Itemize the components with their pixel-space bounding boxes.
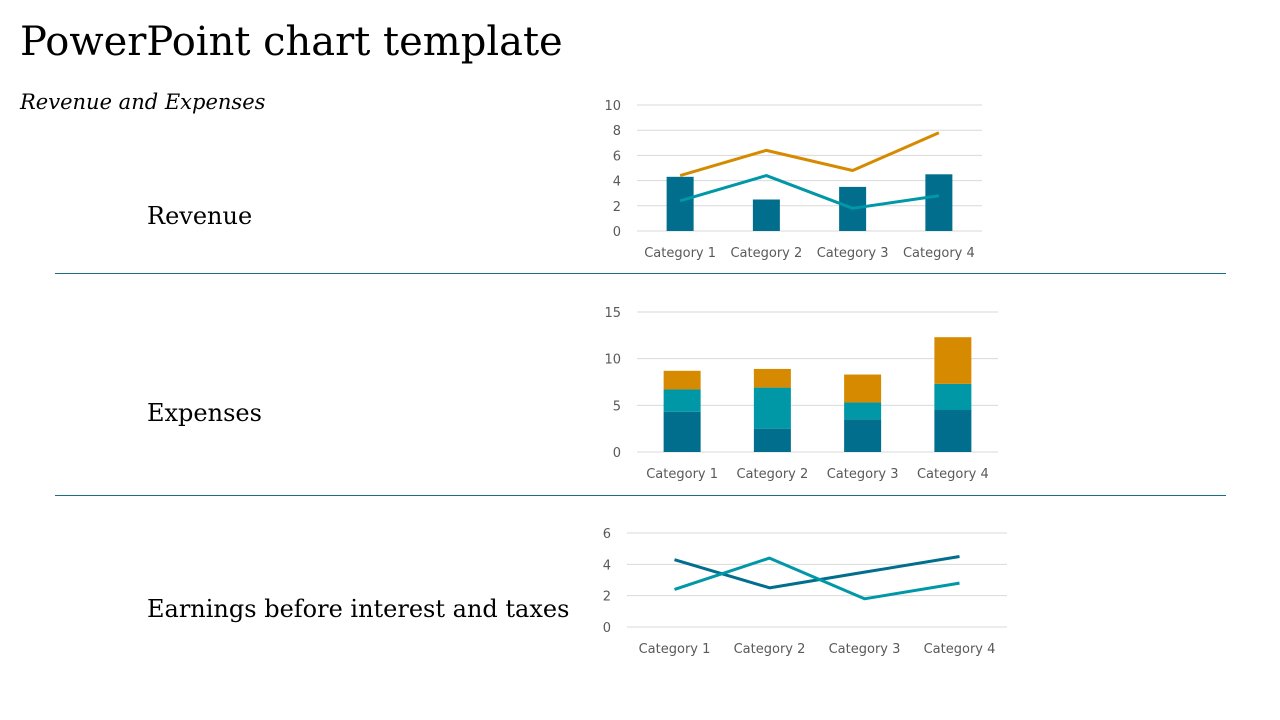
bar	[666, 176, 694, 231]
series-line	[679, 174, 940, 210]
slide-title: PowerPoint chart template	[20, 19, 563, 65]
stacked-bar-segment	[663, 411, 701, 452]
row-label-ebit: Earnings before interest and taxes	[147, 595, 570, 623]
row-divider	[55, 273, 1226, 274]
row-label-revenue: Revenue	[147, 202, 253, 230]
row-divider	[55, 495, 1226, 496]
stacked-bar-segment	[753, 368, 791, 388]
y-tick-label: 6	[613, 149, 621, 164]
x-tick-label: Category 1	[646, 467, 718, 482]
y-tick-label: 8	[613, 124, 621, 139]
y-tick-label: 2	[603, 590, 611, 605]
x-tick-label: Category 1	[644, 246, 716, 261]
stacked-bar-segment	[934, 410, 972, 452]
x-tick-label: Category 4	[924, 642, 996, 657]
x-tick-label: Category 2	[736, 467, 808, 482]
y-tick-label: 15	[604, 306, 621, 321]
y-tick-label: 4	[603, 558, 611, 573]
x-tick-label: Category 3	[817, 246, 889, 261]
series-line	[674, 555, 960, 590]
x-tick-label: Category 2	[734, 642, 806, 657]
stacked-bar-segment	[934, 337, 972, 384]
stacked-bar-segment	[844, 374, 882, 403]
y-tick-label: 2	[613, 200, 621, 215]
slide-subtitle: Revenue and Expenses	[20, 90, 266, 114]
stacked-bar-segment	[844, 402, 882, 420]
stacked-bar-segment	[844, 419, 882, 452]
stacked-bar-segment	[934, 383, 972, 410]
stacked-bar-segment	[753, 387, 791, 429]
bar	[925, 174, 953, 231]
stacked-bar-segment	[663, 389, 701, 412]
series-line	[674, 556, 960, 601]
y-tick-label: 10	[604, 99, 621, 114]
y-tick-label: 0	[603, 621, 611, 636]
series-line	[679, 131, 940, 177]
x-tick-label: Category 3	[829, 642, 901, 657]
y-tick-label: 0	[613, 225, 621, 240]
row-label-expenses: Expenses	[147, 399, 262, 427]
stacked-bar-segment	[663, 370, 701, 390]
y-tick-label: 0	[613, 446, 621, 461]
y-tick-label: 6	[603, 527, 611, 542]
x-tick-label: Category 1	[639, 642, 711, 657]
y-tick-label: 10	[604, 353, 621, 368]
stacked-bar-segment	[753, 428, 791, 452]
y-tick-label: 5	[613, 399, 621, 414]
x-tick-label: Category 3	[827, 467, 899, 482]
y-tick-label: 4	[613, 175, 621, 190]
bar	[752, 199, 780, 231]
x-tick-label: Category 4	[903, 246, 975, 261]
x-tick-label: Category 2	[730, 246, 802, 261]
x-tick-label: Category 4	[917, 467, 989, 482]
